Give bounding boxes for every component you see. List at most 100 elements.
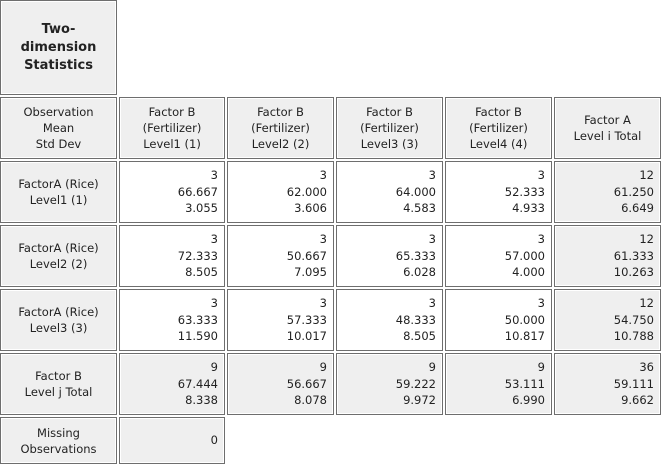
std-dev-value: 6.649 (621, 201, 654, 216)
row-header-rice-level2: FactorA (Rice) Level2 (2) (0, 225, 117, 287)
mean-value: 61.250 (613, 184, 654, 199)
std-dev-value: 6.990 (512, 393, 545, 408)
mean-value: 50.667 (286, 248, 327, 263)
data-cell: 3 66.667 3.055 (119, 161, 225, 223)
std-dev-value: 10.817 (504, 329, 545, 344)
observation-value: 3 (210, 296, 218, 311)
std-dev-value: 4.000 (512, 265, 545, 280)
col-header-factor-a-total: Factor A Level i Total (554, 97, 661, 159)
observation-value: 3 (537, 232, 545, 247)
missing-observations-label: Missing Observations (0, 417, 117, 464)
col-header-line: Factor B (475, 105, 522, 119)
observation-value: 3 (428, 168, 436, 183)
col-header-line: Factor B (148, 105, 196, 119)
col-header-line: Factor B (257, 105, 304, 119)
col-header-line: Level4 (4) (469, 137, 528, 151)
data-cell: 3 52.333 4.933 (445, 161, 552, 223)
data-cell: 3 50.000 10.817 (445, 289, 552, 351)
observation-value: 9 (428, 360, 436, 375)
grand-total-cell: 36 59.111 9.662 (554, 353, 661, 415)
total-cell: 12 54.750 10.788 (554, 289, 661, 351)
observation-value: 3 (210, 168, 218, 183)
observation-value: 12 (639, 168, 654, 183)
col-header-line: (Fertilizer) (251, 121, 310, 135)
col-header-level4: Factor B (Fertilizer) Level4 (4) (445, 97, 552, 159)
mean-value: 67.444 (177, 376, 218, 391)
mean-value: 54.750 (613, 312, 654, 327)
col-header-line: Level3 (3) (360, 137, 419, 151)
title-line: Statistics (24, 57, 93, 73)
mean-value: 72.333 (177, 248, 218, 263)
row-header-line: Level j Total (24, 385, 93, 399)
std-dev-value: 10.263 (613, 265, 654, 280)
col-header-level1: Factor B (Fertilizer) Level1 (1) (119, 97, 225, 159)
mean-value: 50.000 (504, 312, 545, 327)
std-dev-value: 9.972 (403, 393, 436, 408)
total-cell: 9 67.444 8.338 (119, 353, 225, 415)
row-header-rice-level1: FactorA (Rice) Level1 (1) (0, 161, 117, 223)
missing-observations-value: 0 (119, 417, 225, 464)
observation-value: 3 (319, 296, 327, 311)
std-dev-value: 3.055 (185, 201, 218, 216)
total-cell: 9 59.222 9.972 (336, 353, 443, 415)
data-cell: 3 50.667 7.095 (227, 225, 334, 287)
std-dev-value: 6.028 (403, 265, 436, 280)
stat-header-line: Mean (42, 121, 75, 135)
observation-value: 3 (428, 232, 436, 247)
stat-header: Observation Mean Std Dev (0, 97, 117, 159)
col-header-level3: Factor B (Fertilizer) Level3 (3) (336, 97, 443, 159)
row-header-rice-level3: FactorA (Rice) Level3 (3) (0, 289, 117, 351)
observation-value: 9 (210, 360, 218, 375)
mean-value: 66.667 (177, 184, 218, 199)
std-dev-value: 11.590 (177, 329, 218, 344)
col-header-line: Level i Total (573, 129, 642, 143)
missing-label-line: Missing (37, 425, 80, 440)
observation-value: 9 (319, 360, 327, 375)
row-header-line: Factor B (35, 369, 82, 383)
col-header-line: Factor A (584, 113, 631, 127)
std-dev-value: 7.095 (294, 265, 327, 280)
total-cell: 12 61.333 10.263 (554, 225, 661, 287)
title-line: Two- (41, 21, 76, 37)
data-cell: 3 57.333 10.017 (227, 289, 334, 351)
data-cell: 3 72.333 8.505 (119, 225, 225, 287)
observation-value: 9 (537, 360, 545, 375)
observation-value: 36 (639, 360, 654, 375)
mean-value: 57.000 (504, 248, 545, 263)
col-header-line: (Fertilizer) (469, 121, 528, 135)
data-cell: 3 48.333 8.505 (336, 289, 443, 351)
col-header-line: (Fertilizer) (142, 121, 202, 135)
std-dev-value: 8.338 (185, 393, 218, 408)
observation-value: 3 (210, 232, 218, 247)
total-cell: 12 61.250 6.649 (554, 161, 661, 223)
data-cell: 3 62.000 3.606 (227, 161, 334, 223)
mean-value: 63.333 (177, 312, 218, 327)
row-header-line: Level3 (3) (29, 321, 88, 335)
total-cell: 9 56.667 8.078 (227, 353, 334, 415)
mean-value: 59.111 (613, 376, 654, 391)
std-dev-value: 10.017 (286, 329, 327, 344)
title-line: dimension (20, 39, 97, 55)
col-header-line: (Fertilizer) (360, 121, 419, 135)
std-dev-value: 8.505 (403, 329, 436, 344)
col-header-line: Level2 (2) (251, 137, 310, 151)
row-header-line: Level1 (1) (29, 193, 88, 207)
missing-label-line: Observations (20, 441, 97, 456)
std-dev-value: 4.933 (512, 201, 545, 216)
observation-value: 12 (639, 232, 654, 247)
col-header-line: Level1 (1) (143, 137, 201, 151)
mean-value: 61.333 (613, 248, 654, 263)
row-header-line: FactorA (Rice) (18, 177, 99, 191)
missing-value: 0 (210, 433, 218, 448)
row-header-line: Level2 (2) (29, 257, 88, 271)
observation-value: 3 (319, 232, 327, 247)
mean-value: 65.333 (395, 248, 436, 263)
mean-value: 59.222 (395, 376, 436, 391)
table-title: Two- dimension Statistics (0, 0, 117, 95)
std-dev-value: 10.788 (613, 329, 654, 344)
std-dev-value: 8.078 (294, 393, 327, 408)
row-header-line: FactorA (Rice) (18, 241, 99, 255)
stat-header-line: Observation (23, 105, 94, 119)
mean-value: 62.000 (286, 184, 327, 199)
data-cell: 3 64.000 4.583 (336, 161, 443, 223)
